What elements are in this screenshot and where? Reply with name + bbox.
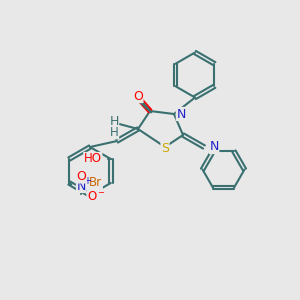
Text: H: H <box>109 115 119 128</box>
Text: O: O <box>76 170 86 183</box>
Text: N: N <box>209 140 219 154</box>
Text: +: + <box>83 176 91 186</box>
Text: N: N <box>76 179 86 193</box>
Text: S: S <box>161 142 169 155</box>
Text: O$^-$: O$^-$ <box>87 190 106 203</box>
Text: O: O <box>133 89 143 103</box>
Text: N: N <box>176 107 186 121</box>
Text: Br: Br <box>89 176 102 190</box>
Text: HO: HO <box>84 152 102 166</box>
Text: H: H <box>110 126 119 139</box>
